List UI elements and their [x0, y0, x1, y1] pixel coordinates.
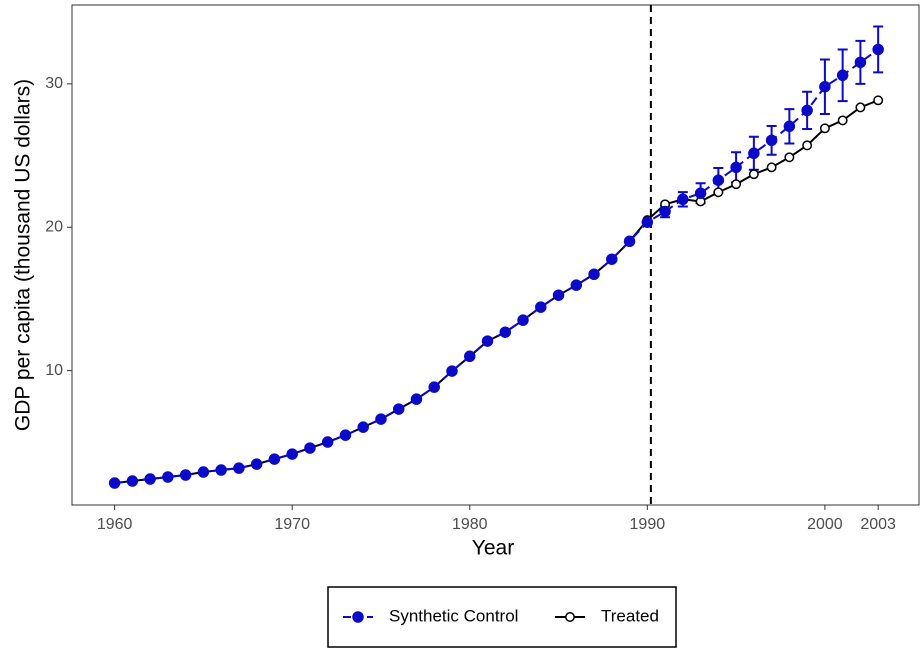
data-point: [588, 268, 600, 281]
data-point: [446, 365, 458, 377]
legend-box: [327, 586, 677, 648]
data-point: [286, 448, 298, 460]
data-point: [428, 381, 440, 393]
y-tick-label: 10: [45, 362, 63, 379]
data-point: [375, 413, 387, 425]
data-point: [144, 473, 156, 485]
data-point: [321, 436, 334, 448]
data-point: [873, 95, 884, 106]
data-point: [215, 464, 227, 476]
data-point: [765, 134, 778, 147]
y-axis-title: GDP per capita (thousand US dollars): [12, 79, 35, 431]
data-point: [339, 429, 352, 441]
data-point: [819, 123, 830, 134]
x-tick-label: 2000: [807, 516, 843, 533]
legend-marker: [352, 611, 364, 623]
data-point: [464, 350, 476, 363]
data-point: [108, 477, 121, 489]
data-point: [179, 469, 192, 481]
data-point: [659, 205, 671, 218]
legend-marker: [565, 612, 575, 622]
y-tick-label: 20: [45, 218, 63, 235]
data-point: [677, 193, 689, 206]
data-point: [250, 458, 263, 470]
data-point: [766, 162, 777, 173]
data-point: [748, 147, 760, 160]
data-point: [783, 120, 796, 133]
data-point: [802, 140, 813, 151]
data-point: [641, 216, 654, 228]
data-point: [552, 289, 565, 301]
data-point: [410, 393, 423, 405]
data-point: [481, 335, 494, 347]
x-tick-label: 1990: [630, 516, 666, 533]
data-point: [784, 152, 795, 163]
data-point: [606, 253, 618, 265]
data-point: [535, 301, 547, 313]
data-point: [304, 442, 316, 454]
data-point: [855, 102, 866, 113]
data-point: [712, 174, 725, 186]
data-point: [748, 169, 759, 180]
data-point: [392, 403, 405, 415]
data-point: [357, 421, 369, 433]
data-point: [623, 235, 636, 248]
y-tick-label: 30: [45, 75, 63, 92]
data-point: [872, 43, 884, 56]
legend-label: Synthetic Control: [389, 606, 518, 625]
data-point: [730, 161, 742, 174]
x-tick-label: 1970: [274, 516, 310, 533]
data-point: [517, 314, 529, 326]
series-line: [114, 99, 879, 485]
data-point: [801, 104, 813, 117]
plot-frame: [71, 4, 920, 506]
data-point: [499, 326, 512, 338]
data-point: [268, 453, 281, 465]
data-point: [162, 471, 174, 483]
series-line: [114, 48, 879, 485]
data-point: [854, 56, 867, 69]
data-point: [233, 462, 245, 474]
data-point: [837, 115, 848, 126]
data-point: [694, 187, 707, 200]
data-point: [713, 187, 724, 198]
x-tick-label: 1960: [97, 516, 133, 533]
data-point: [836, 69, 849, 82]
data-point: [570, 279, 583, 291]
x-tick-label: 2003: [860, 516, 896, 533]
data-point: [731, 179, 742, 190]
data-point: [197, 466, 210, 478]
legend-label: Treated: [601, 606, 659, 625]
data-point: [819, 80, 831, 93]
x-axis-title: Year: [472, 537, 514, 560]
data-point: [126, 475, 139, 487]
x-tick-label: 1980: [452, 516, 488, 533]
